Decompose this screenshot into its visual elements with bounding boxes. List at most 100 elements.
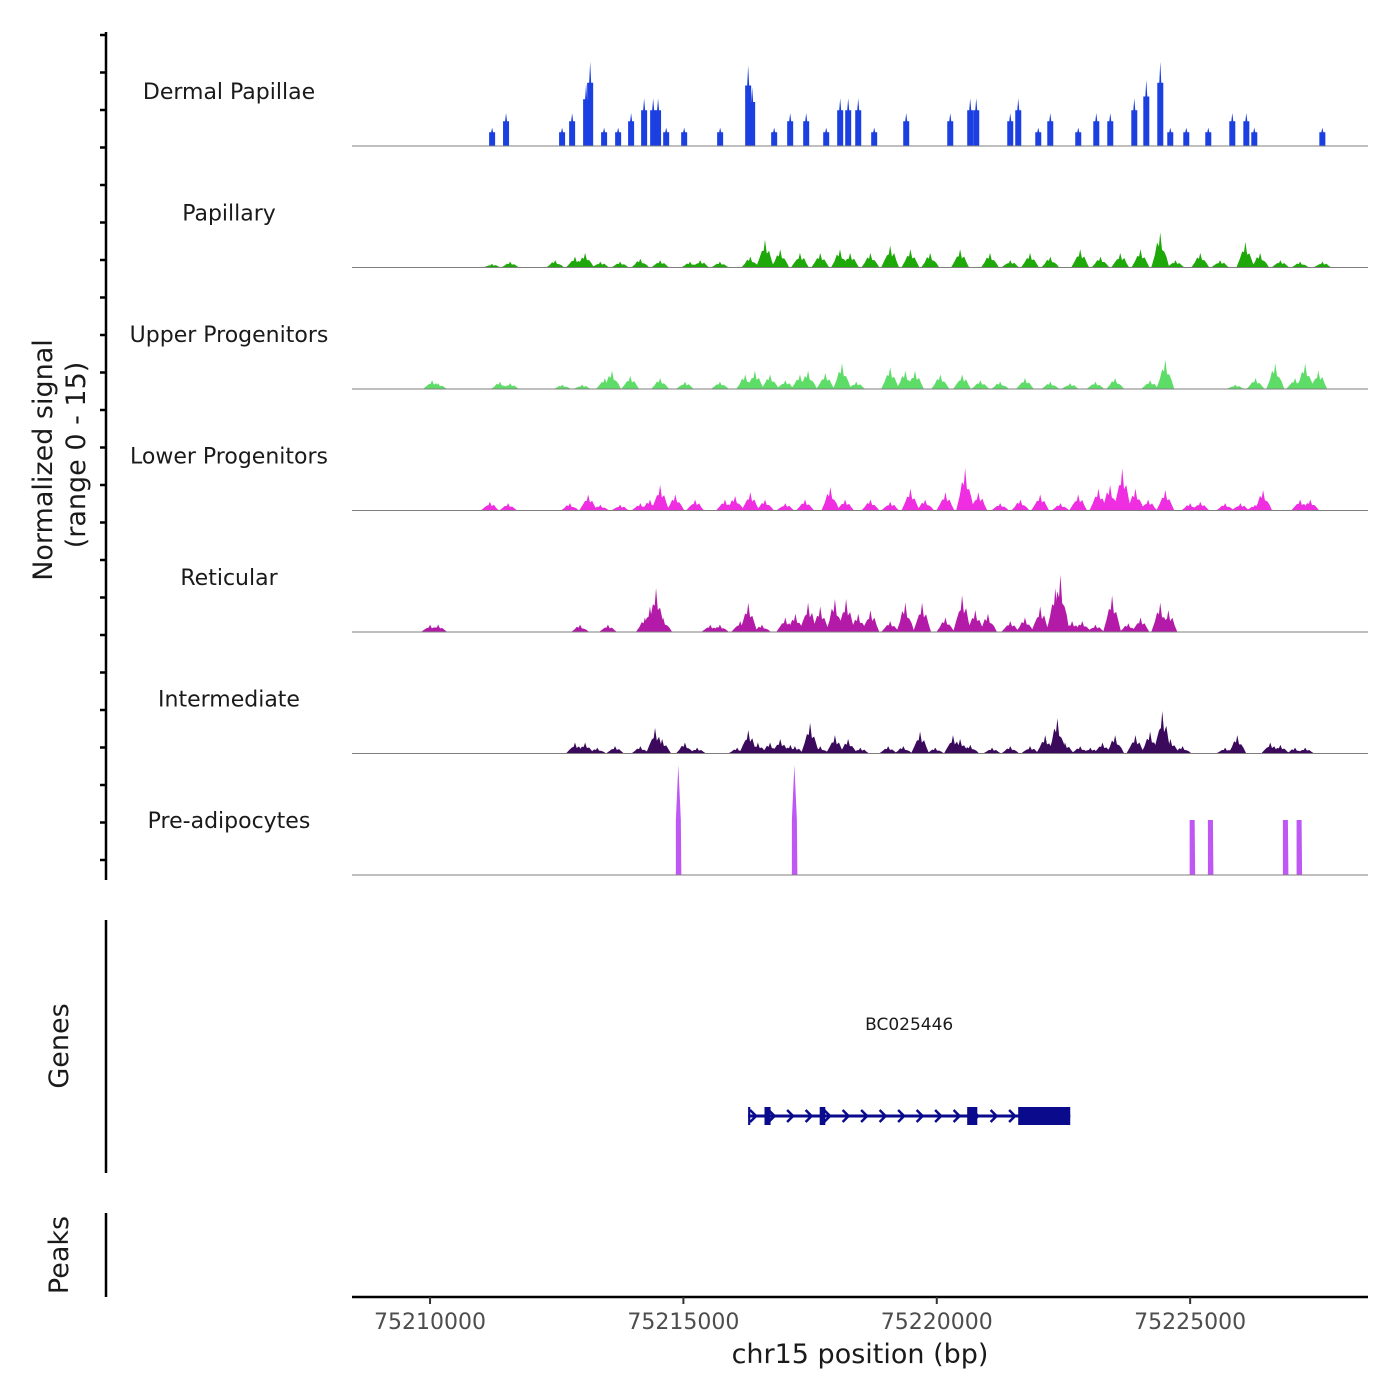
signal-peak xyxy=(1166,260,1185,268)
signal-peak xyxy=(841,252,860,268)
signal-peak xyxy=(1047,113,1054,146)
signal-peak xyxy=(1106,735,1125,754)
signal-peak xyxy=(1216,503,1235,511)
strand-arrow-icon xyxy=(860,1109,869,1123)
signal-peak xyxy=(605,746,624,754)
signal-peak xyxy=(1282,820,1289,875)
signal-peak xyxy=(936,492,955,511)
signal-peak xyxy=(936,617,955,632)
signal-peak xyxy=(1143,80,1150,146)
gene-label: BC025446 xyxy=(865,1015,953,1035)
signal-peak xyxy=(761,374,780,389)
signal-peak xyxy=(839,738,858,754)
strand-arrow-icon xyxy=(1008,1109,1017,1123)
signal-peak xyxy=(621,375,640,389)
signal-peak xyxy=(1113,467,1132,511)
signal-peak xyxy=(861,252,880,268)
signal-peak xyxy=(851,747,870,754)
signal-peak xyxy=(837,599,856,632)
signal-peak xyxy=(881,621,900,632)
signal-peak xyxy=(1157,61,1164,146)
signal-peak xyxy=(1107,113,1114,146)
signal-peak xyxy=(739,730,758,754)
signal-peak xyxy=(787,113,794,146)
signal-peak xyxy=(1126,488,1145,511)
x-tick-label: 75215000 xyxy=(627,1310,739,1335)
signal-peak xyxy=(833,363,852,389)
signal-peak xyxy=(1061,383,1080,389)
signal-peak xyxy=(1011,499,1030,511)
signal-peak xyxy=(786,613,805,632)
track-label: Lower Progenitors xyxy=(130,445,328,470)
x-tick-label: 75220000 xyxy=(881,1310,993,1335)
signal-peak xyxy=(602,370,621,389)
signal-peak xyxy=(741,256,760,268)
signal-peak xyxy=(879,746,898,754)
signal-peak xyxy=(741,492,760,511)
signal-peak xyxy=(615,127,622,146)
signal-peak xyxy=(871,127,878,146)
signal-peak xyxy=(1243,113,1250,146)
signal-peak xyxy=(913,602,932,632)
signal-peak xyxy=(655,98,662,146)
signal-peak xyxy=(641,98,648,146)
track-label: Dermal Papillae xyxy=(143,80,315,105)
signal-peak xyxy=(983,747,1002,754)
signal-peak xyxy=(791,765,798,875)
signal-peak xyxy=(799,602,818,632)
signal-peak xyxy=(745,370,764,389)
signal-peak xyxy=(501,261,520,268)
signal-peak xyxy=(1001,260,1020,268)
strand-arrow-icon xyxy=(841,1109,851,1123)
signal-peak xyxy=(1156,489,1175,511)
track-reticular: Reticular xyxy=(180,566,1368,633)
peaks-axis-title: Peaks xyxy=(44,1216,75,1294)
signal-peak xyxy=(1051,574,1070,632)
strand-arrow-icon xyxy=(878,1109,888,1123)
signal-peak xyxy=(1296,820,1303,875)
signal-peak xyxy=(771,127,778,146)
signal-peak xyxy=(953,374,972,389)
signal-peak xyxy=(553,384,572,389)
signal-peak xyxy=(980,252,999,268)
signal-peak xyxy=(961,744,980,754)
signal-peak xyxy=(847,381,866,389)
signal-peak xyxy=(1015,617,1034,632)
signal-peak xyxy=(571,624,590,632)
signal-peak xyxy=(710,624,729,632)
signal-peak xyxy=(1246,378,1265,389)
track-label: Pre-adipocytes xyxy=(148,809,311,834)
signal-peak xyxy=(845,98,852,146)
signal-peak xyxy=(1271,260,1290,268)
signal-peak xyxy=(1001,746,1020,754)
track-label: Reticular xyxy=(180,566,278,591)
signal-peak xyxy=(588,747,607,754)
signal-peak xyxy=(1111,252,1130,268)
signal-y-axis xyxy=(100,32,108,880)
signal-peak xyxy=(771,738,790,754)
strand-arrow-icon xyxy=(786,1109,795,1123)
signal-peak xyxy=(1035,127,1042,146)
y-axis-subtitle: (range 0 - 15) xyxy=(61,362,92,549)
signal-peak xyxy=(837,98,844,146)
signal-peak xyxy=(825,599,844,632)
signal-peak xyxy=(821,487,840,511)
signal-peak xyxy=(499,503,518,511)
signal-peak xyxy=(991,503,1010,511)
signal-peak xyxy=(1173,746,1192,754)
signal-peak xyxy=(1229,113,1236,146)
signal-peak xyxy=(1106,378,1125,389)
signal-peak xyxy=(1131,98,1138,146)
signal-peak xyxy=(653,738,672,754)
track-label: Papillary xyxy=(182,202,276,227)
signal-peak xyxy=(598,624,617,632)
strand-arrow-icon xyxy=(804,1109,814,1123)
signal-peak xyxy=(654,617,673,632)
signal-peak xyxy=(903,113,910,146)
signal-peak xyxy=(811,252,830,268)
signal-peak xyxy=(489,127,496,146)
signal-peak xyxy=(631,258,650,268)
signal-peak xyxy=(1015,98,1022,146)
signal-peak xyxy=(1183,127,1190,146)
signal-peak xyxy=(1048,718,1067,754)
